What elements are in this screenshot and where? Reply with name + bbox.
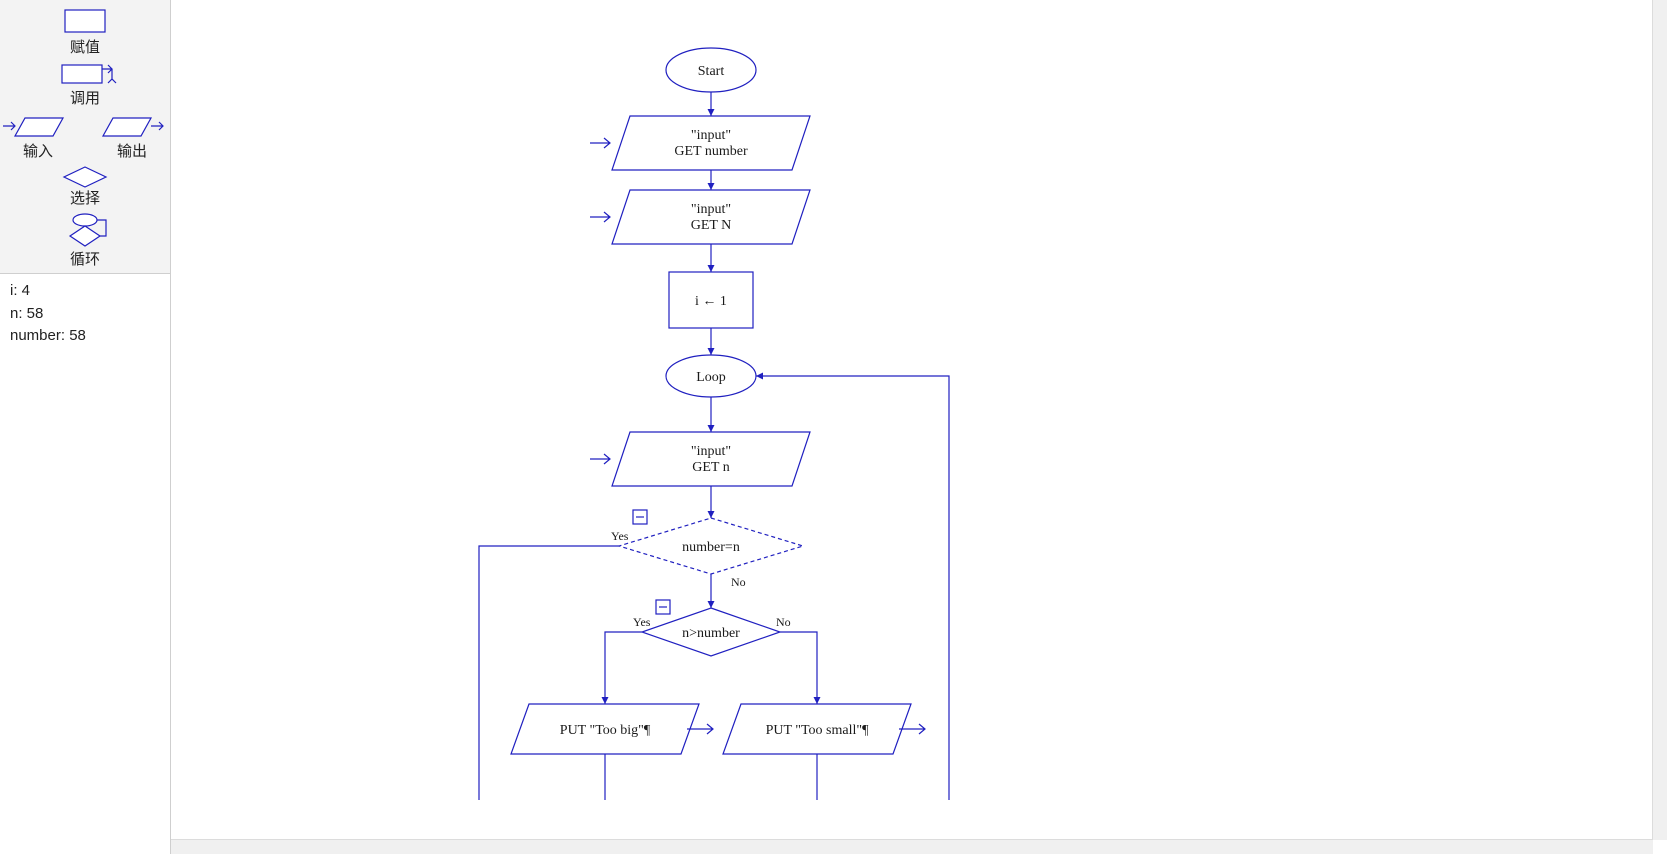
- palette-item-assign[interactable]: 赋值: [0, 6, 170, 57]
- node-label: n>number: [682, 626, 740, 641]
- node-label: GET number: [674, 144, 748, 159]
- flow-edge: [479, 546, 619, 800]
- palette-label-output: 输出: [117, 140, 147, 161]
- palette-label-input: 输入: [23, 140, 53, 161]
- node-label: number=n: [682, 540, 740, 555]
- input-arrow-icon: [590, 138, 610, 148]
- node-label: Loop: [696, 370, 726, 385]
- palette-item-output[interactable]: 输出: [97, 112, 167, 161]
- flow-node[interactable]: [612, 190, 810, 244]
- palette-label-call: 调用: [70, 87, 100, 108]
- call-icon: [50, 61, 120, 89]
- variables-panel: i: 4n: 58number: 58: [0, 274, 170, 854]
- palette-item-select[interactable]: 选择: [0, 165, 170, 208]
- flow-node[interactable]: [612, 116, 810, 170]
- edge-label: No: [776, 615, 791, 629]
- flowchart-canvas: NoYesYesNoStart"input"GET number"input"G…: [171, 0, 1651, 840]
- vertical-scrollbar[interactable]: [1652, 0, 1667, 840]
- palette-label-select: 选择: [70, 187, 100, 208]
- canvas-area[interactable]: NoYesYesNoStart"input"GET number"input"G…: [171, 0, 1667, 854]
- diamond-icon: [60, 165, 110, 189]
- node-label: "input": [691, 202, 731, 217]
- node-label: "input": [691, 128, 731, 143]
- input-arrow-icon: [590, 212, 610, 222]
- variable-row: n: 58: [10, 303, 160, 326]
- flow-edge: [605, 632, 642, 704]
- flow-edge: [780, 632, 817, 704]
- sidebar: 赋值 调用 输入: [0, 0, 171, 854]
- shape-palette: 赋值 调用 输入: [0, 0, 170, 274]
- input-icon: [3, 112, 73, 142]
- flow-node[interactable]: [612, 432, 810, 486]
- edge-label: Yes: [611, 529, 629, 543]
- horizontal-scrollbar[interactable]: [171, 839, 1653, 854]
- rect-icon: [55, 6, 115, 38]
- node-label: PUT "Too big"¶: [560, 723, 651, 738]
- palette-item-call[interactable]: 调用: [0, 61, 170, 108]
- output-icon: [97, 112, 167, 142]
- node-label: i ← 1: [695, 294, 727, 309]
- node-label: "input": [691, 444, 731, 459]
- node-label: GET n: [692, 460, 729, 475]
- node-label: Start: [698, 64, 725, 79]
- palette-item-loop[interactable]: 循环: [0, 212, 170, 269]
- input-arrow-icon: [590, 454, 610, 464]
- variable-row: number: 58: [10, 325, 160, 348]
- edge-label: Yes: [633, 615, 651, 629]
- edge-label: No: [731, 575, 746, 589]
- palette-label-loop: 循环: [70, 248, 100, 269]
- loop-icon: [60, 212, 110, 250]
- node-label: PUT "Too small"¶: [766, 723, 870, 738]
- variable-row: i: 4: [10, 280, 160, 303]
- node-label: GET N: [691, 218, 732, 233]
- palette-item-input[interactable]: 输入: [3, 112, 73, 161]
- palette-label-assign: 赋值: [70, 36, 100, 57]
